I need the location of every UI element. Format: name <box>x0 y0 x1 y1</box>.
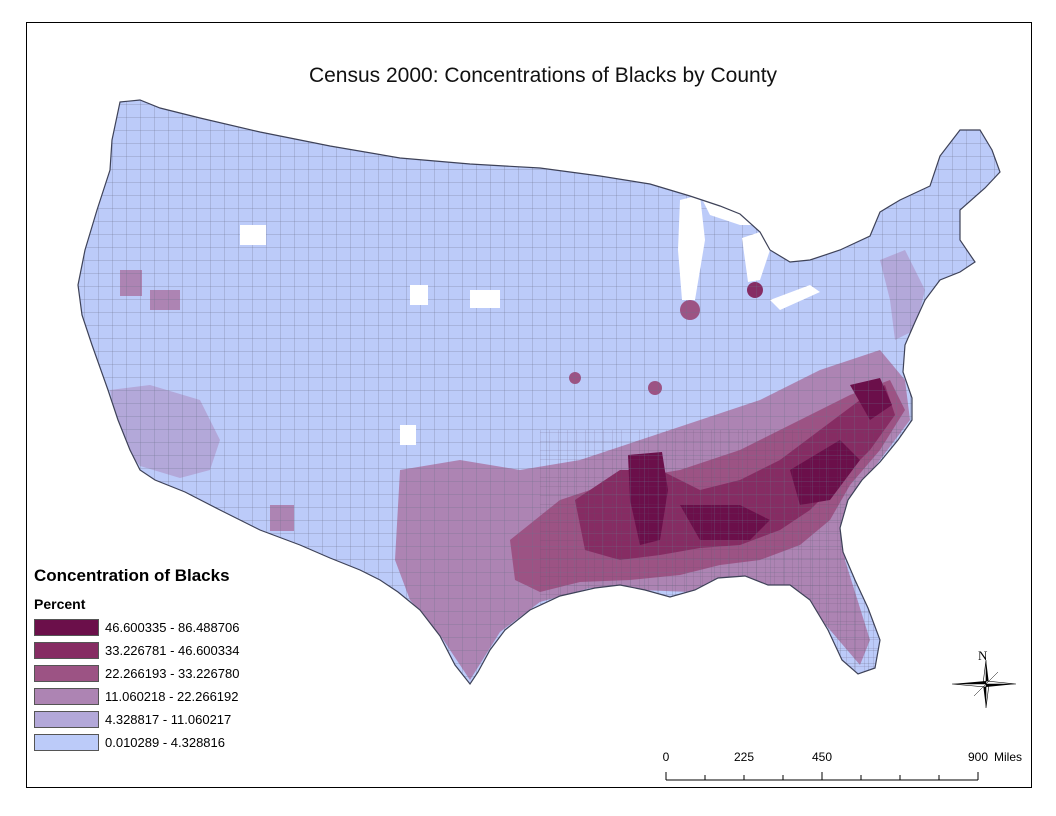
scale-units: Miles <box>994 750 1023 764</box>
legend: Concentration of Blacks Percent 46.60033… <box>34 566 294 754</box>
legend-item: 22.266193 - 33.226780 <box>34 662 294 685</box>
legend-label: 46.600335 - 86.488706 <box>105 620 240 635</box>
lake-michigan <box>678 195 705 300</box>
legend-label: 4.328817 - 11.060217 <box>105 712 232 727</box>
legend-subtitle: Percent <box>34 596 86 612</box>
legend-swatch <box>34 665 99 682</box>
map-title: Census 2000: Concentrations of Blacks by… <box>308 64 778 87</box>
legend-label: 0.010289 - 4.328816 <box>105 735 225 750</box>
legend-title: Concentration of Blacks <box>34 566 230 585</box>
legend-swatch <box>34 619 99 636</box>
compass-rose-icon <box>951 659 1017 709</box>
blank-county-1 <box>240 225 266 245</box>
legend-swatch <box>34 688 99 705</box>
scale-tick-label: 0 <box>662 750 670 764</box>
lake-erie <box>770 285 820 310</box>
legend-label: 11.060218 - 22.266192 <box>105 689 239 704</box>
county-boundaries-south <box>540 430 920 684</box>
blank-county-4 <box>400 425 416 445</box>
scale-tick-label: 225 <box>733 750 755 764</box>
legend-item: 46.600335 - 86.488706 <box>34 616 294 639</box>
legend-swatch <box>34 711 99 728</box>
north-label: N <box>978 648 988 663</box>
legend-swatch <box>34 642 99 659</box>
legend-item: 4.328817 - 11.060217 <box>34 708 294 731</box>
lake-huron <box>742 232 770 282</box>
scale-tick-label: 450 <box>811 750 833 764</box>
legend-item: 11.060218 - 22.266192 <box>34 685 294 708</box>
legend-label: 22.266193 - 33.226780 <box>105 666 240 681</box>
legend-label: 33.226781 - 46.600334 <box>105 643 240 658</box>
legend-item: 33.226781 - 46.600334 <box>34 639 294 662</box>
blank-county-3 <box>470 290 500 308</box>
legend-item: 0.010289 - 4.328816 <box>34 731 294 754</box>
blank-county-2 <box>410 285 428 305</box>
legend-swatch <box>34 734 99 751</box>
scale-bar: 0 225 450 900 Miles <box>660 750 1030 792</box>
scale-bar-graphic <box>665 772 979 781</box>
scale-tick-label: 900 <box>967 750 989 764</box>
